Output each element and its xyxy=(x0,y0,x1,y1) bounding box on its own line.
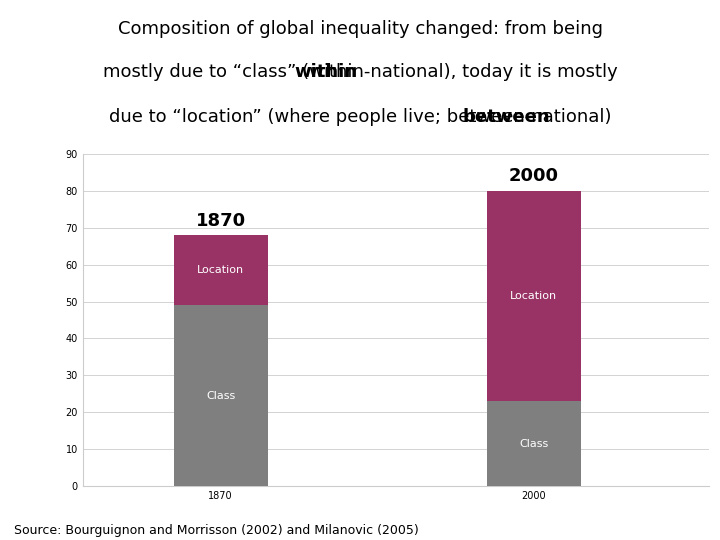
Text: Location: Location xyxy=(510,291,557,301)
Text: 1870: 1870 xyxy=(196,212,246,230)
Text: mostly due to “class” (within-national), today it is mostly: mostly due to “class” (within-national),… xyxy=(103,63,617,80)
Bar xyxy=(487,401,581,486)
Text: Composition of global inequality changed: from being: Composition of global inequality changed… xyxy=(117,19,603,38)
Text: Class: Class xyxy=(206,390,235,401)
Text: Location: Location xyxy=(197,265,244,275)
Bar xyxy=(174,235,268,305)
Text: Source: Bourguignon and Morrisson (2002) and Milanovic (2005): Source: Bourguignon and Morrisson (2002)… xyxy=(14,524,419,537)
Bar xyxy=(487,191,581,401)
Text: between: between xyxy=(463,109,550,126)
Bar xyxy=(174,305,268,486)
Text: within: within xyxy=(294,63,357,80)
Text: 2000: 2000 xyxy=(509,167,559,185)
Text: Class: Class xyxy=(519,438,549,449)
Text: due to “location” (where people live; between-national): due to “location” (where people live; be… xyxy=(109,109,611,126)
